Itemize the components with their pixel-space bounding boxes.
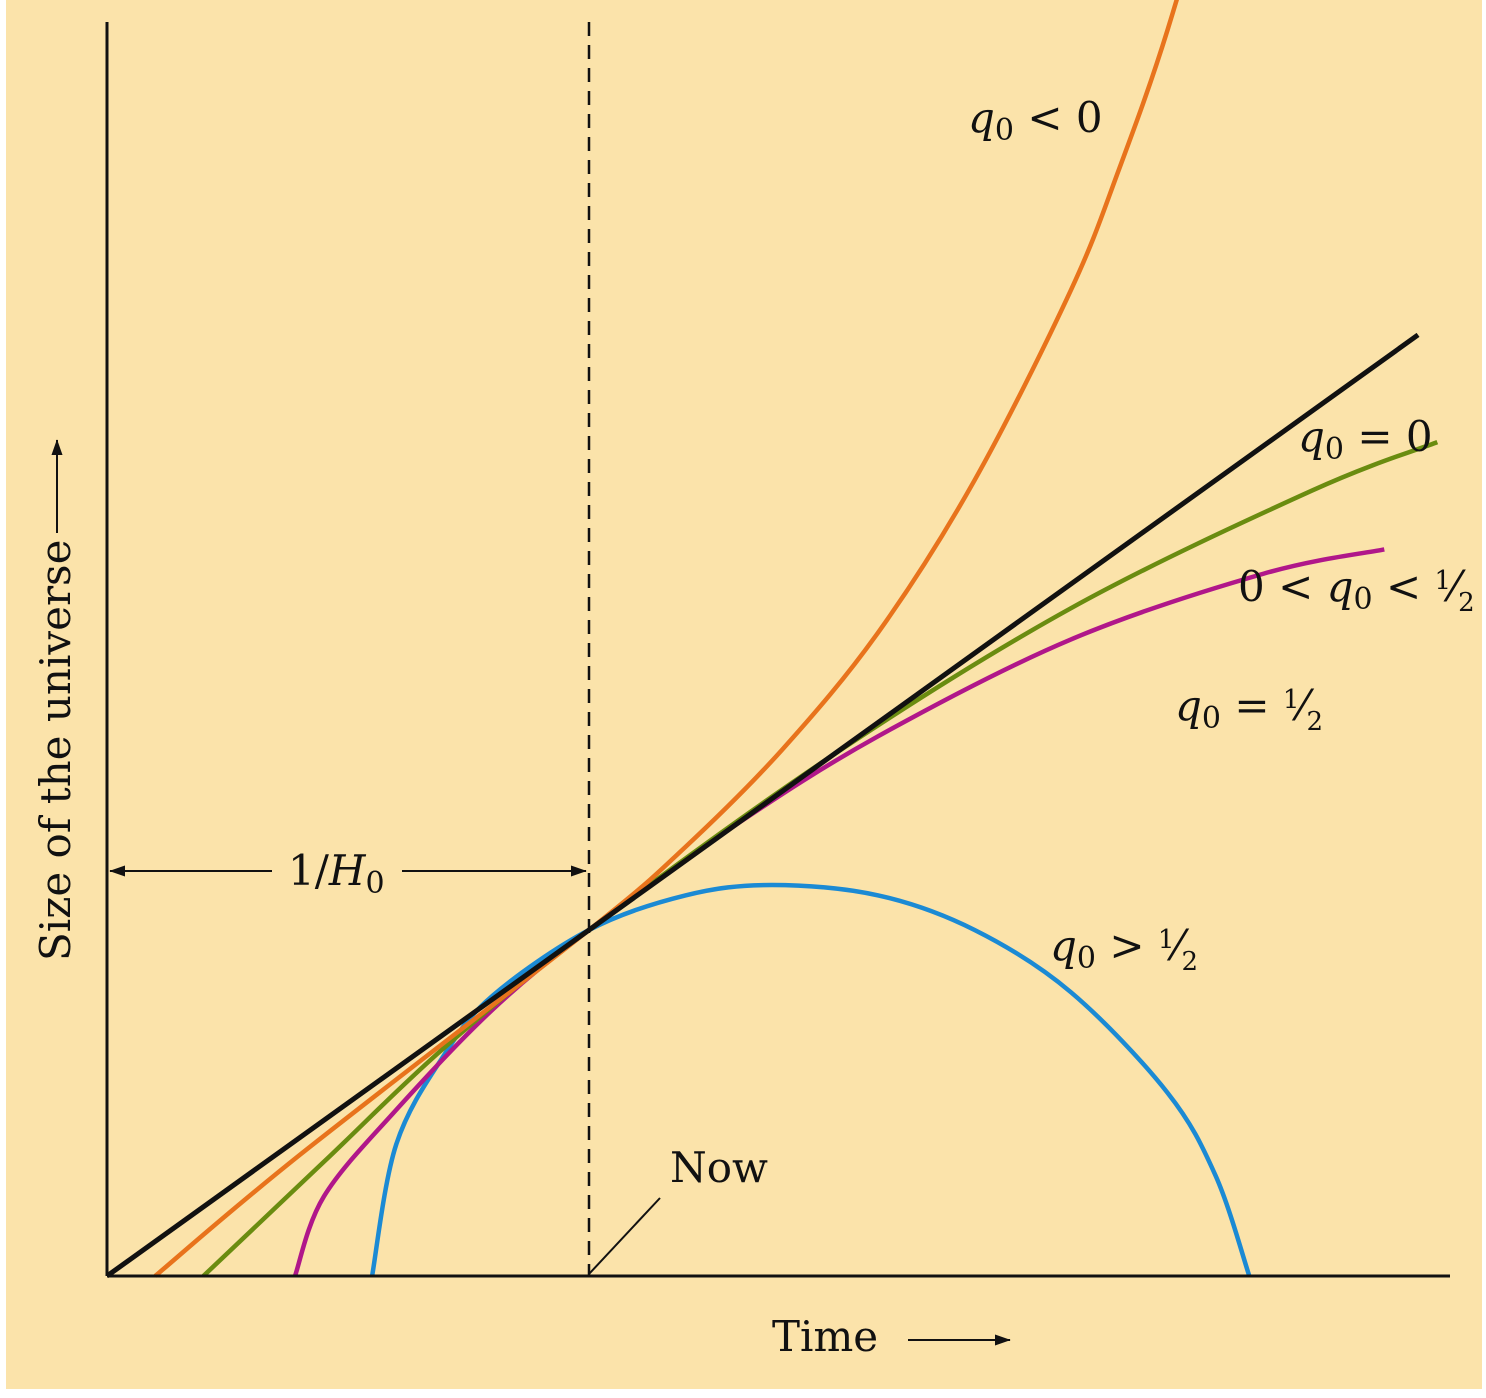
label-open: 0 < q0 < 1⁄2 [1238,562,1475,618]
x-axis-label: Time [772,1312,878,1361]
label-accel: q0 < 0 [968,93,1103,148]
x-axis-title: Time [772,1312,1011,1361]
curve-empty [105,332,1420,1279]
y-axis-label: Size of the universe [31,540,80,961]
now-leader-line [588,1197,661,1275]
label-closed: q0 > 1⁄2 [1050,921,1198,977]
series-layer [105,0,1439,1279]
label-critical: q0 = 1⁄2 [1175,681,1323,737]
y-axis-title: Size of the universe [31,439,80,961]
chart-background [6,0,1482,1389]
label-empty: q0 = 0 [1298,412,1433,467]
now-label: Now [670,1143,768,1192]
hubble-time-label: 1/H0 [288,846,385,901]
curve-accel [153,0,1179,1278]
